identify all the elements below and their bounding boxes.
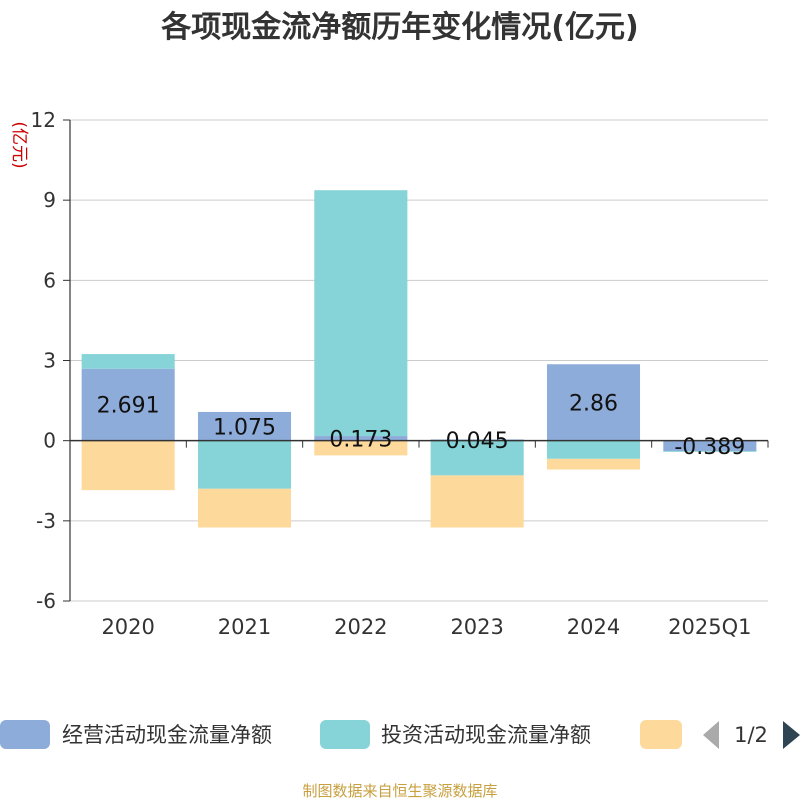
bar-0-2020 — [81, 368, 175, 441]
bar-0-2024 — [546, 364, 641, 441]
y-tick-label: 12 — [31, 108, 56, 132]
y-axis-unit: (亿元) — [9, 121, 29, 168]
y-tick-label: -6 — [36, 589, 56, 613]
data-label: -0.389 — [674, 435, 745, 460]
x-tick-label: 2021 — [218, 615, 271, 639]
bar-0-2022 — [314, 436, 408, 441]
bar-1-2022 — [314, 190, 408, 437]
bars — [81, 190, 757, 528]
data-label: 0.045 — [446, 429, 509, 454]
y-tick-label: 3 — [43, 349, 56, 373]
y-tick-label: 9 — [43, 188, 56, 212]
legend: 经营活动现金流量净额 投资活动现金流量净额 1/2 — [0, 720, 800, 749]
y-tick-label: -3 — [36, 509, 56, 533]
axes: 12 9 6 3 0 -3 -6 2020 2021 2022 2023 2024 2025Q1 — [31, 108, 769, 639]
x-tick-label: 2023 — [450, 615, 503, 639]
bar-1-2023 — [430, 440, 524, 476]
data-label: 2.691 — [97, 394, 160, 419]
gridlines — [70, 119, 768, 602]
x-tick-label: 2020 — [101, 615, 154, 639]
data-label: 0.173 — [329, 427, 392, 452]
x-tick-label: 2025Q1 — [668, 615, 751, 639]
bar-2-2023 — [430, 475, 524, 528]
data-label: 2.86 — [569, 391, 618, 416]
data-labels: 2.691 1.075 0.173 0.045 2.86 -0.389 — [97, 391, 746, 459]
legend-label-investing[interactable]: 投资活动现金流量净额 — [381, 723, 591, 747]
bar-1-2020 — [81, 354, 175, 369]
legend-next-page-icon[interactable] — [783, 721, 800, 749]
bar-2-2020 — [81, 440, 175, 491]
legend-swatch-operating[interactable] — [0, 720, 50, 749]
legend-swatch-financing[interactable] — [640, 720, 682, 749]
legend-label-operating[interactable]: 经营活动现金流量净额 — [62, 723, 272, 747]
y-tick-label: 0 — [43, 429, 56, 453]
data-source: 制图数据来自恒生聚源数据库 — [302, 782, 497, 800]
chart-title: 各项现金流净额历年变化情况(亿元) — [160, 10, 638, 45]
bar-1-2025Q1 — [663, 451, 757, 452]
legend-prev-page-icon[interactable] — [703, 721, 719, 749]
bar-1-2021 — [197, 440, 292, 489]
y-tick-label: 6 — [43, 268, 56, 292]
data-label: 1.075 — [213, 415, 276, 440]
bar-1-2024 — [546, 440, 641, 459]
bar-2-2022 — [314, 440, 408, 456]
legend-page-indicator: 1/2 — [734, 723, 768, 747]
bar-0-2025Q1 — [663, 440, 757, 452]
bar-2-2024 — [546, 458, 641, 470]
legend-swatch-investing[interactable] — [320, 720, 370, 749]
bar-2-2021 — [197, 488, 292, 528]
x-tick-label: 2022 — [334, 615, 387, 639]
bar-0-2021 — [197, 411, 292, 441]
x-tick-label: 2024 — [567, 615, 620, 639]
